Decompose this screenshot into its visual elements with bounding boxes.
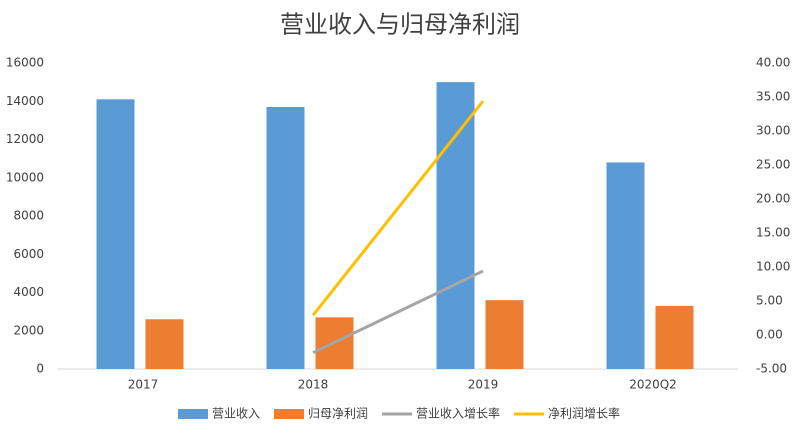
y2-tick-label: 40.00: [756, 56, 790, 70]
y-tick-label: 2000: [13, 323, 44, 337]
chart-title: 营业收入与归母净利润: [280, 11, 520, 39]
y2-tick-label: 35.00: [756, 90, 790, 104]
y2-tick-label: -5.00: [756, 362, 787, 376]
bar: [96, 99, 135, 370]
bar: [266, 106, 305, 370]
y-tick-label: 8000: [13, 209, 44, 223]
y-tick-label: 14000: [6, 94, 44, 108]
y2-tick-label: 20.00: [756, 192, 790, 206]
line: [312, 269, 484, 355]
y2-tick-label: 15.00: [756, 226, 790, 240]
y-tick-label: 4000: [13, 285, 44, 299]
bar: [436, 82, 475, 369]
y-tick-label: 12000: [6, 132, 44, 146]
y2-tick-label: 25.00: [756, 158, 790, 172]
y-tick-label: 16000: [6, 56, 44, 70]
y2-tick-label: 10.00: [756, 260, 790, 274]
y2-tick-label: 0.00: [756, 328, 783, 342]
x-tick-label: 2017: [128, 378, 159, 392]
y-tick-label: 10000: [6, 170, 44, 184]
x-tick-label: 2018: [298, 378, 329, 392]
legend-swatch: [178, 409, 208, 419]
bar: [606, 162, 645, 369]
legend-label: 净利润增长率: [548, 406, 620, 421]
bar: [655, 305, 694, 369]
x-tick-label: 2019: [468, 378, 499, 392]
y-tick-label: 6000: [13, 247, 44, 261]
y2-tick-label: 30.00: [756, 124, 790, 138]
bar: [485, 300, 524, 369]
x-tick-label: 2020Q2: [629, 378, 677, 392]
legend-label: 归母净利润: [308, 407, 368, 421]
legend-label: 营业收入: [212, 407, 260, 421]
legend-swatch: [274, 409, 305, 419]
bar: [145, 319, 184, 369]
legend-label: 营业收入增长率: [416, 406, 500, 421]
line: [311, 100, 485, 317]
y-tick-label: 0: [36, 362, 44, 376]
y2-tick-label: 5.00: [756, 294, 783, 308]
